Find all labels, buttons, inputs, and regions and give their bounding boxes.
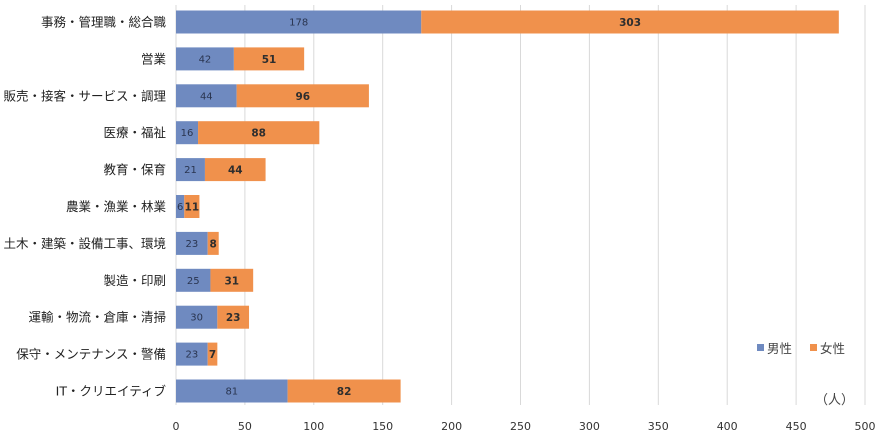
data-label-female: 51: [262, 54, 277, 66]
bar-male: [176, 379, 288, 403]
x-tick-label: 100: [303, 420, 324, 433]
bar-female: [233, 47, 305, 71]
bar-male: [176, 195, 185, 218]
x-tick-label: 450: [786, 420, 807, 433]
category-label: 保守・メンテナンス・警備: [16, 347, 166, 362]
data-label-female: 82: [337, 386, 352, 398]
legend: 男性 女性: [757, 341, 845, 356]
unit-label: （人）: [815, 393, 854, 408]
bar-female: [204, 158, 266, 182]
data-label-male: 16: [181, 128, 194, 139]
category-label: 事務・管理職・総合職: [41, 15, 167, 30]
data-label-male: 23: [185, 239, 198, 250]
x-tick-label: 250: [510, 420, 531, 433]
data-label-female: 44: [228, 165, 243, 177]
bar-male: [176, 305, 218, 329]
bar-female: [207, 231, 219, 255]
x-tick-label: 400: [717, 420, 738, 433]
bar-male: [176, 121, 199, 145]
data-label-male: 6: [177, 202, 183, 213]
x-tick-label: 200: [441, 420, 462, 433]
bar-female: [184, 195, 200, 218]
data-label-female: 11: [185, 202, 200, 214]
x-tick-label: 350: [648, 420, 669, 433]
bar-male: [176, 268, 211, 292]
category-label: 製造・印刷: [103, 273, 166, 288]
data-label-female: 31: [224, 275, 239, 287]
bar-female: [421, 10, 839, 34]
data-label-male: 23: [185, 350, 198, 361]
bar-male: [176, 342, 208, 366]
data-label-male: 42: [199, 54, 212, 65]
category-label: 販売・接客・サービス・調理: [3, 88, 166, 103]
data-label-female: 8: [210, 238, 217, 250]
bar-female: [287, 379, 401, 403]
bar-female: [236, 84, 369, 108]
data-label-female: 303: [619, 17, 641, 29]
data-label-female: 7: [209, 349, 216, 361]
category-label: 営業: [141, 51, 167, 66]
category-label: 医療・福祉: [103, 125, 166, 140]
data-label-female: 88: [251, 128, 266, 140]
bars: 178 303 42 51 44 96 16 88 21 44 6 11 23 8 25 31 30 23 23 7 8…: [176, 10, 839, 403]
data-label-male: 21: [184, 165, 197, 176]
legend-swatch-female: [810, 344, 817, 351]
x-tick-label: 0: [173, 420, 180, 433]
bar-male: [176, 158, 205, 182]
legend-swatch-male: [757, 344, 764, 351]
x-tick-label: 150: [372, 420, 393, 433]
category-label: 教育・保育: [103, 162, 166, 177]
category-label: 土木・建築・設備工事、環境: [3, 236, 166, 251]
bar-female: [207, 342, 218, 366]
data-label-male: 25: [187, 276, 200, 287]
category-labels: 事務・管理職・総合職営業販売・接客・サービス・調理医療・福祉教育・保育農業・漁業…: [3, 15, 166, 399]
bar-male: [176, 10, 422, 34]
x-tick-label: 50: [238, 420, 252, 433]
x-axis-ticks: 0 50 100 150 200 250 300 350 400 450 500: [173, 420, 876, 433]
category-label: 農業・漁業・林業: [66, 199, 167, 214]
data-label-male: 81: [225, 387, 238, 398]
legend-label-female: 女性: [820, 341, 845, 356]
data-label-female: 23: [226, 312, 241, 324]
bar-female: [217, 305, 250, 329]
legend-label-male: 男性: [767, 341, 792, 356]
data-label-female: 96: [295, 91, 310, 103]
bar-female: [210, 268, 254, 292]
gridlines: [175, 5, 866, 405]
bar-female: [198, 121, 320, 145]
bar-male: [176, 84, 237, 108]
category-label: 運輸・物流・倉庫・清掃: [28, 310, 166, 325]
x-tick-label: 300: [579, 420, 600, 433]
x-tick-label: 500: [855, 420, 876, 433]
data-label-male: 44: [200, 91, 213, 102]
category-label: IT・クリエイティブ: [56, 384, 167, 399]
data-label-male: 178: [289, 18, 308, 29]
bar-male: [176, 231, 208, 255]
data-label-male: 30: [190, 313, 203, 324]
bar-male: [176, 47, 234, 71]
